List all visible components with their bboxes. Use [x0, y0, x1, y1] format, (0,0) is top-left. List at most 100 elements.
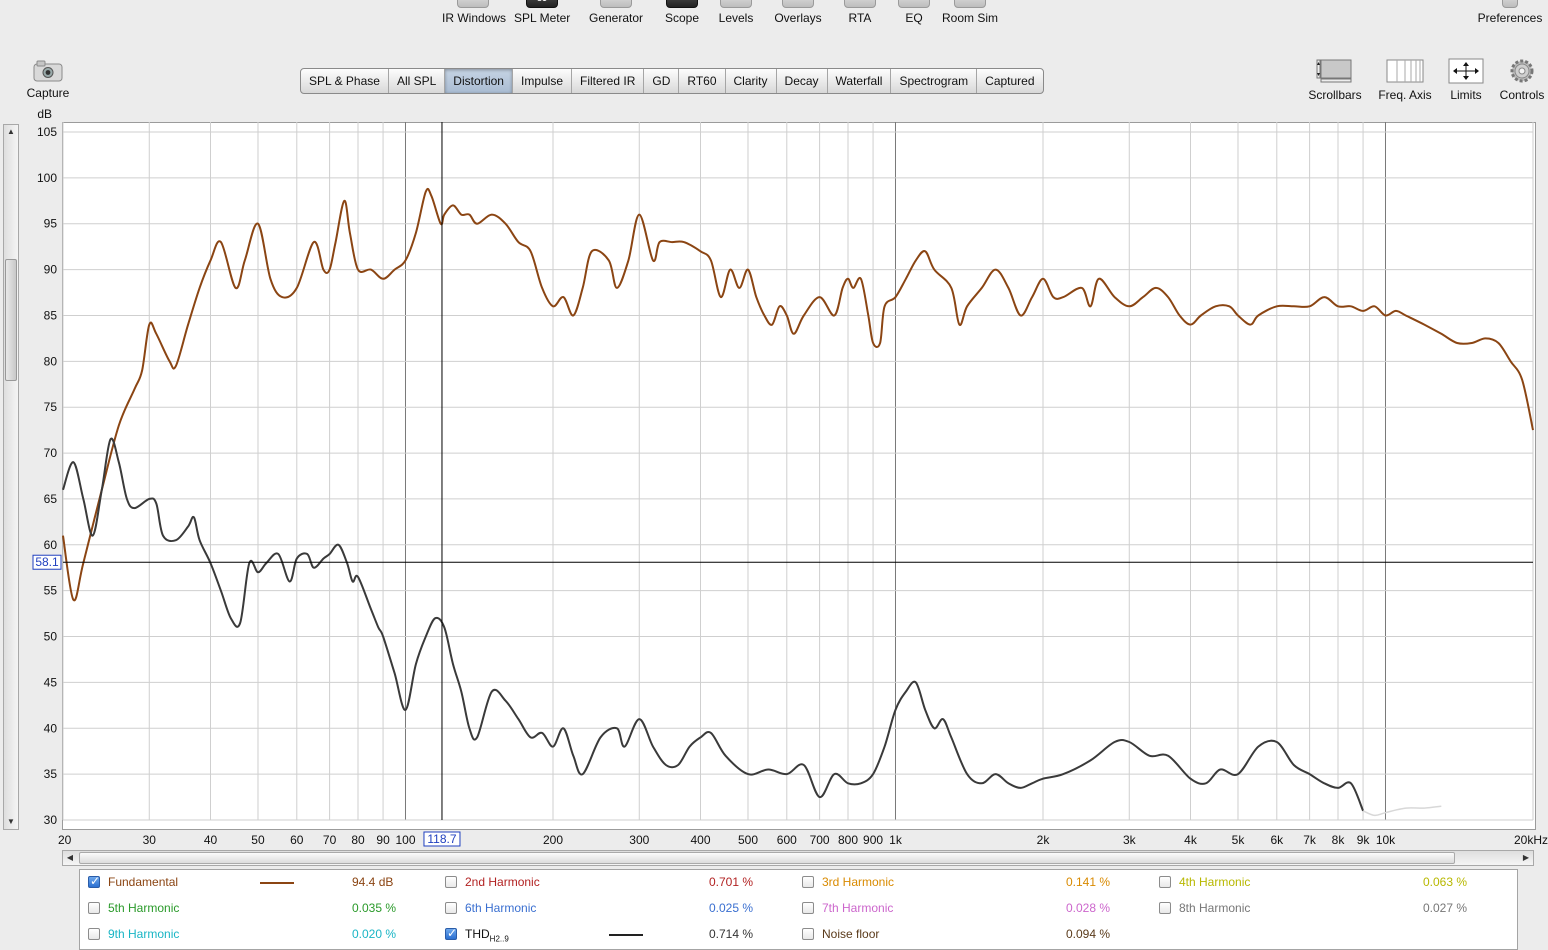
x-tick-label: 10k — [1376, 833, 1396, 847]
legend-6th-harmonic: 6th Harmonic 0.025 % — [445, 899, 785, 919]
y-tick-label: 45 — [44, 675, 58, 689]
legend-name-text: 6th Harmonic — [465, 901, 537, 915]
toolbar-room-sim-button[interactable]: Room Sim — [940, 0, 1000, 30]
distortion-plot-area[interactable] — [62, 122, 1536, 830]
legend-checkbox[interactable] — [802, 902, 814, 914]
x-tick-label: 2k — [1037, 833, 1051, 847]
y-tick-label: 100 — [37, 171, 57, 185]
legend-value: 0.035 % — [352, 901, 397, 915]
legend-value: 0.063 % — [1423, 875, 1468, 889]
legend-value: 0.141 % — [1066, 875, 1111, 889]
tab-waterfall[interactable]: Waterfall — [828, 69, 892, 93]
tab-distortion[interactable]: Distortion — [445, 69, 513, 93]
scrollbars-label: Scrollbars — [1308, 88, 1362, 102]
legend-name-text: THD — [465, 927, 490, 941]
legend-checkbox[interactable] — [445, 876, 457, 888]
scroll-down-icon[interactable]: ▼ — [7, 817, 15, 826]
legend-checkbox[interactable] — [88, 902, 100, 914]
x-tick-label: 600 — [777, 833, 797, 847]
toolbar-label: Room Sim — [941, 11, 998, 25]
scrollbars-icon — [1316, 59, 1352, 83]
y-tick-label: 50 — [44, 630, 58, 644]
capture-button[interactable]: Capture — [22, 60, 74, 100]
toolbar-levels-button[interactable]: Levels — [716, 0, 756, 30]
legend-checkbox[interactable] — [802, 928, 814, 940]
graph-tab-bar: SPL & Phase All SPL Distortion Impulse Filte… — [300, 68, 1044, 94]
x-tick-label: 900 — [863, 833, 883, 847]
preferences-button[interactable]: Preferences — [1476, 0, 1544, 30]
freq-axis-label: Freq. Axis — [1378, 88, 1432, 102]
legend-checkbox[interactable] — [1159, 876, 1171, 888]
limits-button[interactable]: Limits — [1442, 58, 1490, 102]
legend-noise-floor: Noise floor 0.094 % — [802, 925, 1142, 945]
horizontal-scroll-thumb[interactable] — [79, 852, 1455, 864]
x-tick-label: 500 — [738, 833, 758, 847]
x-tick-label: 20kHz — [1514, 833, 1548, 847]
toolbar-generator-button[interactable]: Generator — [587, 0, 645, 30]
x-tick-label: 7k — [1303, 833, 1317, 847]
tab-impulse[interactable]: Impulse — [513, 69, 573, 93]
tab-spectrogram[interactable]: Spectrogram — [891, 69, 978, 93]
tab-rt60[interactable]: RT60 — [679, 69, 726, 93]
y-tick-label: 35 — [44, 767, 58, 781]
preferences-label: Preferences — [1477, 11, 1543, 25]
tab-all-spl[interactable]: All SPL — [389, 69, 446, 93]
tab-clarity[interactable]: Clarity — [726, 69, 777, 93]
scroll-left-icon[interactable]: ◀ — [66, 853, 74, 862]
scroll-up-icon[interactable]: ▲ — [7, 127, 15, 136]
tab-decay[interactable]: Decay — [777, 69, 828, 93]
x-tick-label: 90 — [376, 833, 390, 847]
legend-checkbox[interactable] — [445, 902, 457, 914]
toolbar-label: SPL Meter — [514, 11, 571, 25]
legend-fundamental: Fundamental 94.4 dB — [88, 873, 428, 893]
y-tick-label: 90 — [44, 263, 58, 277]
vertical-scroll-thumb[interactable] — [5, 259, 17, 381]
x-tick-label: 100 — [395, 833, 415, 847]
legend-name-text: 8th Harmonic — [1179, 901, 1251, 915]
scrollbars-button[interactable]: Scrollbars — [1306, 58, 1364, 102]
controls-button[interactable]: Controls — [1496, 58, 1548, 102]
toolbar-spl-meter-button[interactable]: 85 SPL Meter — [514, 0, 570, 30]
series-line-noise-floor — [1362, 805, 1442, 817]
x-tick-label: 200 — [543, 833, 563, 847]
x-tick-label: 4k — [1184, 833, 1198, 847]
legend-name: Noise floor — [822, 927, 879, 941]
tab-filtered-ir[interactable]: Filtered IR — [572, 69, 645, 93]
controls-label: Controls — [1499, 88, 1545, 102]
legend-checkbox[interactable] — [88, 928, 100, 940]
legend-name: THDH2..9 — [465, 927, 509, 943]
freq-axis-button[interactable]: Freq. Axis — [1374, 58, 1436, 102]
legend-line-swatch — [609, 934, 643, 936]
y-tick-label: 30 — [44, 813, 58, 827]
legend-name: 6th Harmonic — [465, 901, 536, 915]
toolbar-label: Overlays — [774, 11, 822, 25]
toolbar-ir-windows-button[interactable]: IR Windows — [442, 0, 506, 30]
tab-captured[interactable]: Captured — [985, 74, 1035, 88]
spl-meter-icon: 85 — [526, 0, 558, 8]
legend-name-text: 3rd Harmonic — [822, 875, 895, 889]
legend-name: 8th Harmonic — [1179, 901, 1250, 915]
legend-checkbox[interactable] — [445, 926, 457, 940]
legend-7th-harmonic: 7th Harmonic 0.028 % — [802, 899, 1142, 919]
toolbar-overlays-button[interactable]: Overlays — [772, 0, 824, 30]
scroll-right-icon[interactable]: ▶ — [1522, 853, 1530, 862]
cursor-y-box — [32, 554, 62, 570]
legend-checkbox[interactable] — [1159, 902, 1171, 914]
vertical-scrollbar[interactable]: ▲ ▼ — [3, 124, 19, 830]
toolbar-scope-button[interactable]: Scope — [662, 0, 702, 30]
legend-8th-harmonic: 8th Harmonic 0.027 % — [1159, 899, 1499, 919]
legend-name-text: 4th Harmonic — [1179, 875, 1251, 889]
ir-windows-icon — [457, 0, 489, 8]
tab-gd[interactable]: GD — [644, 69, 680, 93]
y-tick-label: 55 — [44, 584, 58, 598]
toolbar-rta-button[interactable]: RTA — [842, 0, 878, 30]
legend-checkbox[interactable] — [88, 874, 100, 888]
tab-spl-phase[interactable]: SPL & Phase — [301, 69, 389, 93]
x-tick-label: 300 — [629, 833, 649, 847]
horizontal-scrollbar[interactable]: ◀ ▶ — [62, 850, 1534, 866]
y-tick-label: 80 — [44, 354, 58, 368]
toolbar-eq-button[interactable]: EQ — [898, 0, 930, 30]
y-tick-label: 105 — [37, 125, 57, 139]
freq-axis-icon — [1386, 59, 1424, 83]
legend-checkbox[interactable] — [802, 876, 814, 888]
